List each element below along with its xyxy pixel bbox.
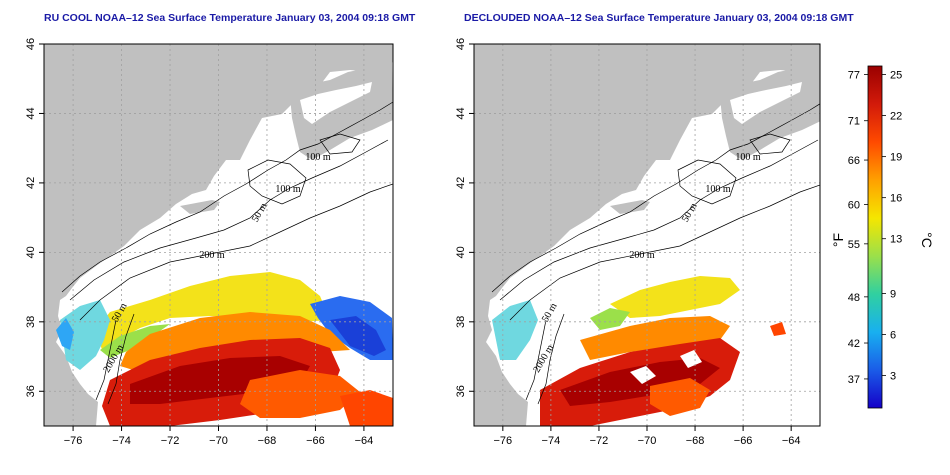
colorbar-tick-fahrenheit: 55: [848, 239, 860, 251]
x-tick-label: −64: [782, 435, 801, 447]
y-tick-label: 42: [25, 177, 37, 189]
x-tick-label: −76: [493, 435, 512, 447]
x-tick-label: −76: [64, 435, 83, 447]
y-tick-label: 44: [455, 107, 467, 119]
y-tick-label: 46: [455, 38, 467, 50]
y-tick-label: 36: [455, 385, 467, 397]
colorbar: 77 71 66 60 55 48 42 37 25 22 19 16 13 9 6 3 °F °C: [830, 65, 935, 409]
sst-field-declouded: [492, 276, 786, 426]
colorbar-unit-celsius: °C: [919, 232, 935, 248]
colorbar-tick-fahrenheit: 48: [848, 292, 860, 304]
colorbar-tick-celsius: 25: [890, 70, 902, 82]
colorbar-tick-fahrenheit: 71: [848, 116, 860, 128]
x-tick-label: −64: [355, 435, 374, 447]
bathymetry-contours: [61, 101, 393, 405]
sst-field-cloudy: [56, 272, 393, 426]
colorbar-tick-celsius: 13: [890, 234, 902, 246]
contour-label: 100 m: [735, 152, 761, 163]
colorbar-tick-fahrenheit: 77: [848, 70, 860, 82]
contour-label: 100 m: [275, 184, 301, 195]
y-tick-label: 44: [25, 107, 37, 119]
colorbar-unit-fahrenheit: °F: [830, 233, 846, 247]
x-tick-label: −72: [590, 435, 609, 447]
y-tick-label: 38: [455, 316, 467, 328]
y-tick-label: 42: [455, 177, 467, 189]
colorbar-tick-fahrenheit: 42: [848, 338, 860, 350]
colorbar-tick-celsius: 22: [890, 111, 902, 123]
land-mass: [474, 44, 820, 426]
colorbar-tick-celsius: 6: [890, 329, 896, 341]
colorbar-tick-celsius: 9: [890, 288, 896, 300]
x-tick-label: −74: [112, 435, 131, 447]
panel-title-right: DECLOUDED NOAA–12 Sea Surface Temperatur…: [464, 12, 854, 24]
y-tick-label: 46: [25, 38, 37, 50]
contour-label: 200 m: [629, 250, 655, 261]
x-tick-label: −68: [686, 435, 705, 447]
colorbar-tick-celsius: 19: [890, 152, 902, 164]
x-tick-label: −72: [161, 435, 180, 447]
x-tick-label: −70: [638, 435, 657, 447]
colorbar-tick-fahrenheit: 66: [848, 155, 860, 167]
x-tick-label: −74: [542, 435, 561, 447]
colorbar-tick-fahrenheit: 37: [848, 374, 860, 386]
contour-label: 100 m: [705, 184, 731, 195]
colorbar-tick-fahrenheit: 60: [848, 200, 860, 212]
y-tick-label: 40: [455, 246, 467, 258]
colorbar-tick-celsius: 3: [890, 371, 896, 383]
land-mass: [44, 44, 393, 426]
x-tick-label: −66: [734, 435, 753, 447]
x-tick-label: −66: [306, 435, 325, 447]
contour-label: 100 m: [305, 152, 331, 163]
x-tick-label: −70: [209, 435, 228, 447]
y-tick-label: 36: [25, 385, 37, 397]
panel-title-left: RU COOL NOAA–12 Sea Surface Temperature …: [44, 12, 416, 24]
y-tick-label: 40: [25, 246, 37, 258]
contour-label: 200 m: [199, 250, 225, 261]
colorbar-tick-celsius: 16: [890, 193, 902, 205]
y-tick-label: 38: [25, 316, 37, 328]
x-tick-label: −68: [258, 435, 277, 447]
